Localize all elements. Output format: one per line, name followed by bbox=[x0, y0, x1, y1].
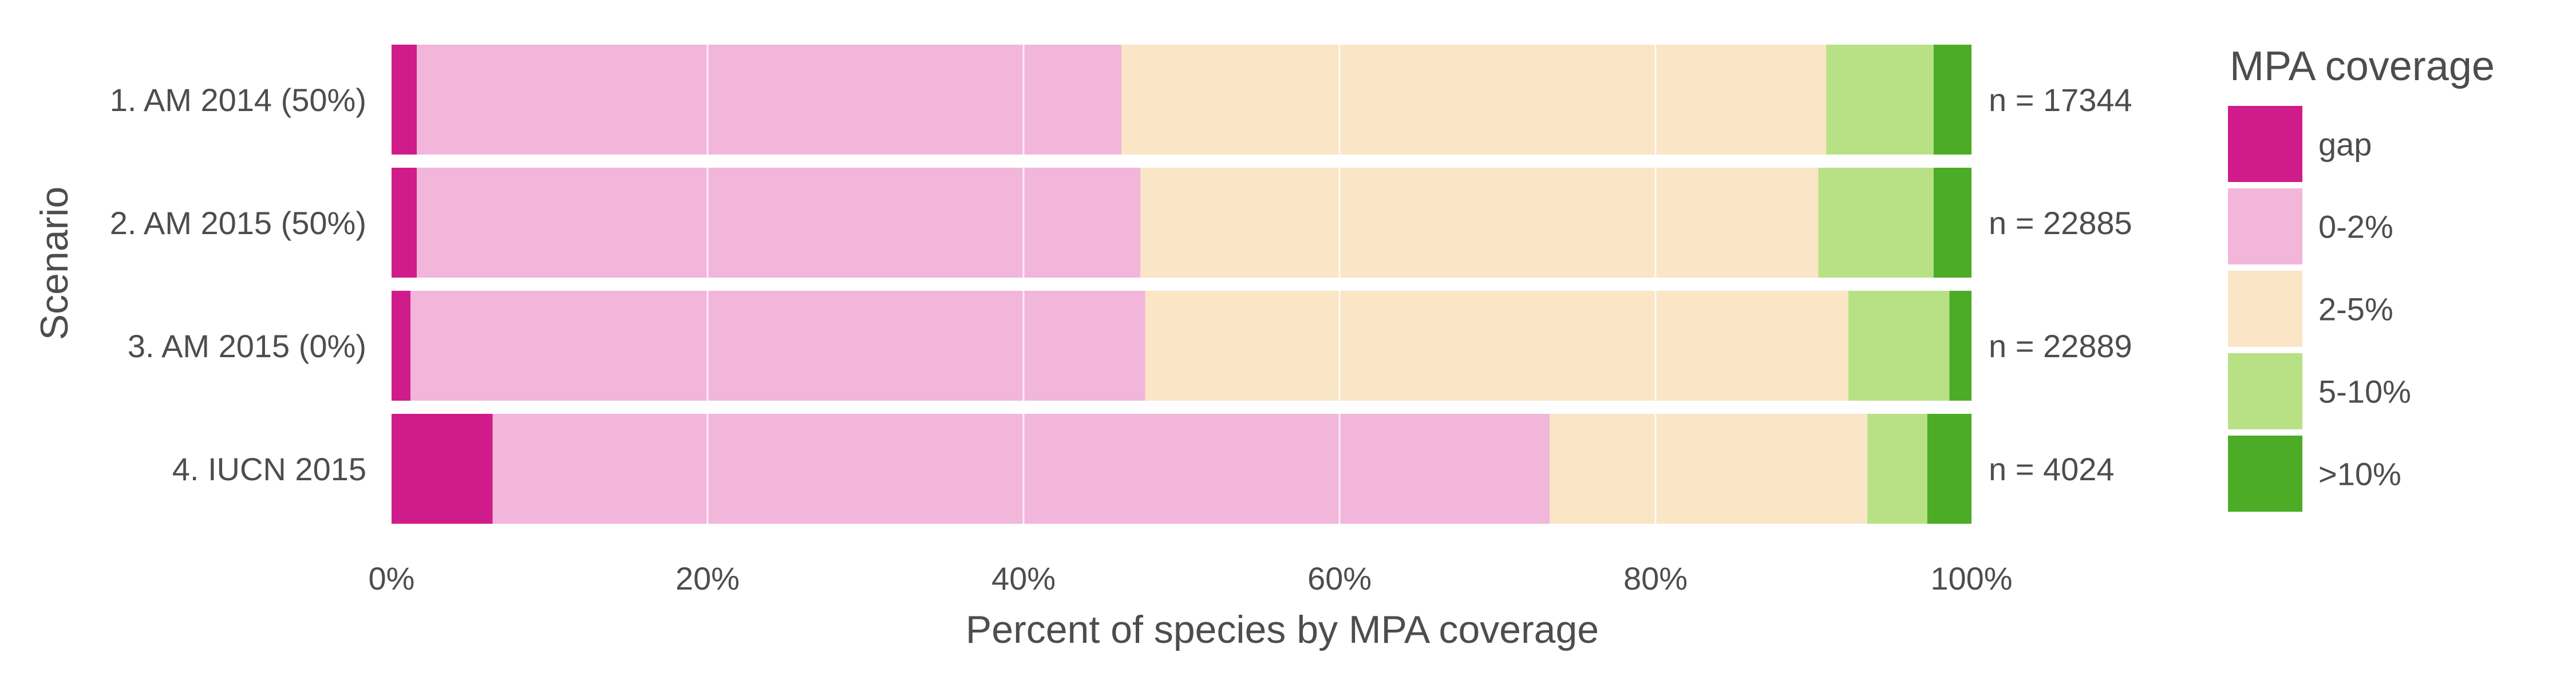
legend-label: gap bbox=[2318, 126, 2372, 163]
grid-layer bbox=[706, 45, 1657, 524]
sample-size-label: n = 22885 bbox=[1989, 205, 2132, 241]
x-axis-title: Percent of species by MPA coverage bbox=[966, 608, 1599, 651]
sample-size-label: n = 22889 bbox=[1989, 328, 2132, 364]
x-tick-label: 0% bbox=[369, 560, 415, 596]
legend-swatch-gap bbox=[2228, 106, 2302, 182]
sample-size-label: n = 4024 bbox=[1989, 451, 2115, 487]
bar-segment-4-2-5 bbox=[1550, 414, 1867, 524]
bar-segment-2-5-10 bbox=[1818, 168, 1934, 278]
bar-segment-1-0-2 bbox=[417, 45, 1122, 155]
legend-swatch-2-5 bbox=[2228, 271, 2302, 347]
x-tick-label: 40% bbox=[991, 560, 1056, 596]
legend-title: MPA coverage bbox=[2230, 44, 2495, 89]
bar-segment-2-0-2 bbox=[417, 168, 1141, 278]
sample-size-label: n = 17344 bbox=[1989, 82, 2132, 118]
bar-segment-1-5-10 bbox=[1826, 45, 1934, 155]
scenario-labels: 1. AM 2014 (50%) 2. AM 2015 (50%) 3. AM 20… bbox=[110, 82, 366, 487]
legend-swatch-10 bbox=[2228, 436, 2302, 512]
bar-segment-3-10 bbox=[1949, 291, 1971, 401]
legend-label: >10% bbox=[2318, 456, 2401, 492]
bar-segment-1-2-5 bbox=[1121, 45, 1827, 155]
scenario-label: 3. AM 2015 (0%) bbox=[128, 328, 366, 364]
legend-label: 0-2% bbox=[2318, 209, 2393, 245]
scenario-label: 1. AM 2014 (50%) bbox=[110, 82, 366, 118]
bar-segment-4-0-2 bbox=[492, 414, 1550, 524]
scenario-label: 4. IUCN 2015 bbox=[172, 451, 366, 487]
sample-size-labels: n = 17344 n = 22885 n = 22889 n = 4024 bbox=[1989, 82, 2132, 487]
x-tick-label: 60% bbox=[1307, 560, 1372, 596]
y-axis-title: Scenario bbox=[33, 187, 76, 340]
legend-swatch-0-2 bbox=[2228, 188, 2302, 264]
bar-segment-2-10 bbox=[1933, 168, 1971, 278]
bars-layer bbox=[392, 45, 1971, 524]
x-tick-label: 20% bbox=[675, 560, 740, 596]
bar-segment-3-0-2 bbox=[410, 291, 1145, 401]
bar-segment-4-gap bbox=[392, 414, 493, 524]
legend: MPA coverage gap 0-2% 2-5% 5-10% >10% bbox=[2228, 44, 2495, 512]
x-tick-label: 100% bbox=[1930, 560, 2012, 596]
bar-segment-1-gap bbox=[392, 45, 417, 155]
bar-segment-3-gap bbox=[392, 291, 411, 401]
legend-swatch-5-10 bbox=[2228, 353, 2302, 429]
bar-segment-3-2-5 bbox=[1145, 291, 1848, 401]
x-tick-label: 80% bbox=[1623, 560, 1688, 596]
legend-label: 5-10% bbox=[2318, 374, 2411, 410]
x-tick-labels: 0% 20% 40% 60% 80% 100% bbox=[369, 560, 2013, 596]
legend-items: gap 0-2% 2-5% 5-10% >10% bbox=[2228, 106, 2411, 512]
legend-label: 2-5% bbox=[2318, 291, 2393, 327]
bar-segment-1-10 bbox=[1933, 45, 1971, 155]
scenario-label: 2. AM 2015 (50%) bbox=[110, 205, 366, 241]
bar-segment-4-10 bbox=[1927, 414, 1971, 524]
bar-segment-3-5-10 bbox=[1848, 291, 1950, 401]
bar-segment-2-gap bbox=[392, 168, 417, 278]
bar-segment-2-2-5 bbox=[1140, 168, 1819, 278]
bar-segment-4-5-10 bbox=[1867, 414, 1927, 524]
